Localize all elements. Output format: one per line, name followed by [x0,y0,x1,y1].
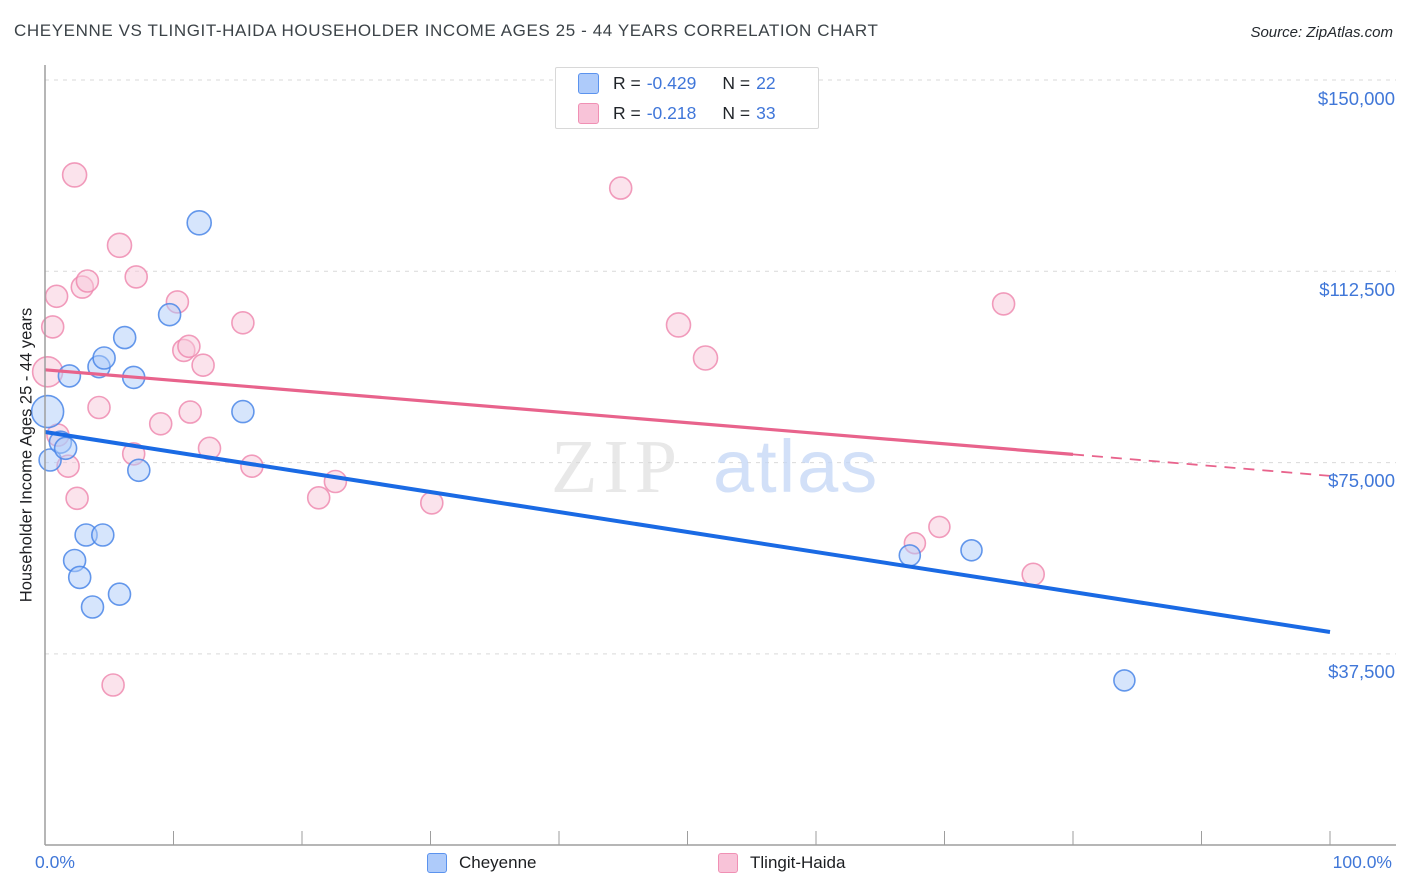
point-tlingit-haida[interactable] [323,469,348,494]
point-tlingit-haida[interactable] [928,515,951,539]
axes-layer [44,65,1396,846]
x-tick-100-percent: 100.0% [1332,852,1392,872]
point-tlingit-haida[interactable] [75,269,100,293]
point-tlingit-haida[interactable] [101,673,125,697]
legend-row-tlingit-haida: R = -0.218 N = 33 [556,100,818,126]
y-tick-112500: $112,500 [1319,279,1395,300]
point-cheyenne[interactable] [53,436,78,461]
y-tick-37500: $37,500 [1328,661,1395,682]
point-tlingit-haida[interactable] [44,284,69,309]
n-label: N = [722,102,751,123]
r-value-cheyenne: -0.429 [646,72,697,93]
cheyenne-trend-line [44,430,1331,634]
point-cheyenne[interactable] [960,538,983,562]
point-tlingit-haida[interactable] [124,265,148,289]
bottom-legend-label: Cheyenne [459,853,537,872]
r-label: R = [613,72,641,93]
series-tlingit-haida [31,162,1045,697]
point-tlingit-haida[interactable] [40,315,65,339]
point-cheyenne[interactable] [57,364,82,388]
tlingit-haida-swatch-icon [718,853,738,873]
point-cheyenne[interactable] [186,210,212,236]
point-cheyenne[interactable] [92,346,116,370]
y-axis-title: Householder Income Ages 25 - 44 years [17,307,36,603]
point-cheyenne[interactable] [67,565,92,590]
page-title: CHEYENNE VS TLINGIT-HAIDA HOUSEHOLDER IN… [14,21,879,40]
point-tlingit-haida[interactable] [177,334,201,359]
point-cheyenne[interactable] [1113,669,1136,692]
cheyenne-swatch-icon [427,853,447,873]
source-attribution: Source: ZipAtlas.com [1250,24,1393,41]
point-cheyenne[interactable] [112,325,137,350]
point-cheyenne[interactable] [157,302,182,327]
bottom-legend-label: Tlingit-Haida [750,853,846,872]
point-cheyenne[interactable] [30,394,65,429]
point-cheyenne[interactable] [107,582,132,607]
point-tlingit-haida[interactable] [231,310,255,335]
point-tlingit-haida[interactable] [87,395,111,420]
point-tlingit-haida[interactable] [991,292,1016,316]
point-tlingit-haida[interactable] [608,176,633,200]
point-cheyenne[interactable] [80,595,105,619]
watermark-zip: ZIP [551,425,683,509]
bottom-legend-tlingit-haida: Tlingit-Haida [718,853,845,873]
point-cheyenne[interactable] [127,458,151,483]
y-tick-75000: $75,000 [1328,470,1395,491]
bottom-legend-cheyenne: Cheyenne [427,853,537,873]
tlingit-haida-trend-line-dashed [1072,453,1331,477]
point-cheyenne[interactable] [898,544,922,567]
tlingit-haida-trend-line [44,368,1074,456]
point-cheyenne[interactable] [91,523,115,547]
n-label: N = [722,72,751,93]
point-tlingit-haida[interactable] [191,353,215,378]
trend-lines-layer [44,368,1331,634]
point-tlingit-haida[interactable] [148,411,173,436]
point-tlingit-haida[interactable] [306,485,331,510]
point-tlingit-haida[interactable] [65,486,89,511]
y-tick-150000: $150,000 [1317,88,1395,109]
cheyenne-swatch-icon [578,72,599,94]
zipatlas-watermark: ZIP atlas [551,425,879,509]
tlingit-haida-swatch-icon [578,102,599,124]
point-tlingit-haida[interactable] [61,162,88,188]
r-label: R = [613,102,641,123]
point-tlingit-haida[interactable] [1021,562,1045,587]
legend-row-cheyenne: R = -0.429 N = 22 [556,70,818,96]
n-value-tlingit-haida: 33 [756,102,776,123]
r-value-tlingit-haida: -0.218 [646,102,697,123]
correlation-legend-box: R = -0.429 N = 22 R = -0.218 N = 33 [555,67,819,129]
point-tlingit-haida[interactable] [665,312,692,338]
gridlines-layer [45,79,1396,655]
point-tlingit-haida[interactable] [692,345,719,371]
x-tick-0-percent: 0.0% [35,852,75,872]
watermark-atlas: atlas [713,425,879,508]
point-cheyenne[interactable] [231,399,255,424]
n-value-cheyenne: 22 [756,72,776,93]
point-tlingit-haida[interactable] [106,232,133,259]
point-tlingit-haida[interactable] [178,400,202,424]
